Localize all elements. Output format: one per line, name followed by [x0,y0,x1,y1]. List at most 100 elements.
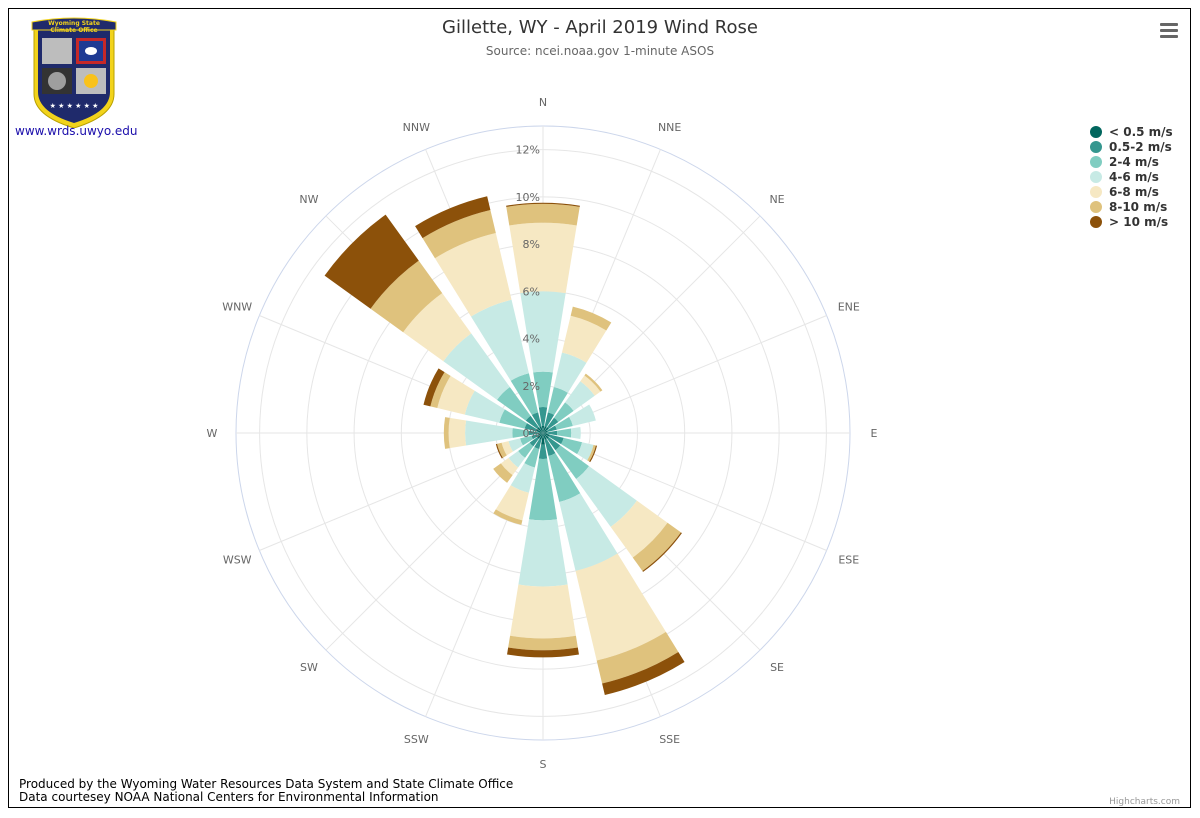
website-link[interactable]: www.wrds.uwyo.edu [15,124,138,138]
wind-bar-ene-0[interactable] [543,430,548,433]
wind-bar-wsw-5[interactable] [497,442,507,458]
wind-bar-s-0[interactable] [541,433,545,445]
wind-bar-ene-1[interactable] [547,425,557,432]
wind-bar-nnw-3[interactable] [470,299,529,381]
wind-bar-wsw-3[interactable] [508,438,523,452]
wind-bar-ene-2[interactable] [555,416,573,430]
wind-bar-sse-0[interactable] [543,433,547,440]
wind-bar-wnw-3[interactable] [464,390,505,423]
wind-bar-e-0[interactable] [543,432,548,434]
wind-bar-ese-5[interactable] [587,444,596,462]
legend-symbol[interactable] [1090,186,1102,198]
wind-bar-se-3[interactable] [576,466,637,527]
wind-bar-wnw-1[interactable] [524,423,537,432]
wind-bar-sw-2[interactable] [518,442,534,458]
wind-bar-ne-3[interactable] [565,381,595,411]
wind-bar-sse-1[interactable] [544,439,556,456]
wind-bar-ssw-1[interactable] [534,439,542,450]
wind-bar-se-1[interactable] [547,437,561,451]
wind-bar-se-5[interactable] [632,522,681,571]
wind-bar-ssw-5[interactable] [493,509,523,525]
wind-bar-ese-1[interactable] [549,434,564,445]
wind-bar-ne-2[interactable] [554,402,574,422]
wind-bar-nne-2[interactable] [547,387,568,415]
wind-bar-s-6[interactable] [507,647,579,658]
legend-item-label[interactable]: 2-4 m/s [1109,155,1159,169]
wind-bar-s-2[interactable] [528,458,558,521]
legend-symbol[interactable] [1090,156,1102,168]
wind-bar-nw-2[interactable] [497,387,531,421]
credits-text[interactable]: Highcharts.com [1109,797,1180,807]
wind-bar-e-3[interactable] [570,426,581,440]
wind-bar-sse-4[interactable] [575,553,666,661]
legend-symbol[interactable] [1090,201,1102,213]
wind-bar-nnw-2[interactable] [510,373,539,415]
wind-bar-sse-6[interactable] [602,651,685,696]
wind-bar-sse-3[interactable] [559,493,618,571]
wind-bar-s-5[interactable] [508,635,578,651]
wind-bar-nw-4[interactable] [403,293,472,362]
wind-bar-wnw-2[interactable] [499,409,527,429]
wind-bar-w-0[interactable] [538,432,543,434]
wind-bar-wnw-0[interactable] [536,429,543,433]
wind-bar-nw-6[interactable] [324,214,419,309]
wind-bar-wsw-4[interactable] [501,441,513,456]
wind-bar-n-3[interactable] [520,291,566,373]
wind-bar-nne-3[interactable] [553,352,587,393]
wind-bar-n-0[interactable] [541,425,545,433]
wind-bar-wsw-2[interactable] [520,435,533,446]
wind-bar-nw-5[interactable] [370,260,443,333]
wind-bar-wnw-6[interactable] [423,368,445,407]
legend-symbol[interactable] [1090,171,1102,183]
wind-bar-nnw-6[interactable] [415,196,491,239]
wind-bar-ssw-4[interactable] [495,485,529,521]
hamburger-menu-icon[interactable] [1158,20,1180,40]
wind-bar-w-1[interactable] [528,430,539,436]
wind-bar-sw-3[interactable] [508,450,526,468]
wind-bar-w-3[interactable] [465,420,513,446]
wind-bar-n-4[interactable] [509,222,577,294]
wind-bar-sw-1[interactable] [529,437,539,447]
wind-bar-sse-2[interactable] [548,453,581,502]
wind-bar-ne-0[interactable] [543,427,549,433]
wind-bar-ene-3[interactable] [569,404,596,426]
legend-item-label[interactable]: < 0.5 m/s [1109,125,1173,139]
wind-bar-nne-4[interactable] [561,315,607,363]
wind-bar-nw-0[interactable] [537,427,543,433]
legend-item-label[interactable]: 6-8 m/s [1109,185,1159,199]
wind-bar-nnw-4[interactable] [434,233,512,317]
wind-bar-nw-3[interactable] [443,333,510,400]
wind-bar-sw-4[interactable] [500,457,519,476]
legend-item-label[interactable]: 0.5-2 m/s [1109,140,1172,154]
wind-bar-n-2[interactable] [533,371,553,408]
wind-bar-ne-5[interactable] [584,373,603,392]
wind-bar-ese-2[interactable] [561,437,583,455]
wind-bar-n-5[interactable] [506,203,580,226]
wind-bar-nne-1[interactable] [544,412,555,427]
wind-bar-s-1[interactable] [538,444,548,459]
legend-symbol[interactable] [1090,216,1102,228]
wind-bar-ese-0[interactable] [543,433,550,437]
wind-bar-wnw-5[interactable] [430,372,451,409]
wind-bar-wsw-1[interactable] [531,434,539,440]
wind-bar-wsw-0[interactable] [538,433,543,436]
wind-bar-ese-3[interactable] [577,442,594,461]
legend-item-label[interactable]: > 10 m/s [1109,215,1168,229]
wind-bar-nnw-1[interactable] [531,412,542,427]
wind-bar-sw-0[interactable] [537,433,543,439]
wind-bar-s-3[interactable] [518,519,568,587]
legend-item-label[interactable]: 4-6 m/s [1109,170,1159,184]
wind-bar-se-0[interactable] [543,433,549,439]
wind-bar-nne-0[interactable] [543,426,547,433]
wind-bar-nnw-0[interactable] [539,426,543,433]
wind-bar-ssw-2[interactable] [524,447,540,468]
wind-bar-e-2[interactable] [556,428,572,438]
legend-symbol[interactable] [1090,126,1102,138]
wind-bar-ssw-3[interactable] [510,463,535,493]
wind-bar-nne-5[interactable] [570,306,612,331]
wind-bar-wnw-4[interactable] [437,375,475,415]
wind-bar-nnw-5[interactable] [422,210,496,259]
wind-bar-se-2[interactable] [555,445,589,479]
legend-symbol[interactable] [1090,141,1102,153]
wind-bar-s-4[interactable] [510,584,576,639]
